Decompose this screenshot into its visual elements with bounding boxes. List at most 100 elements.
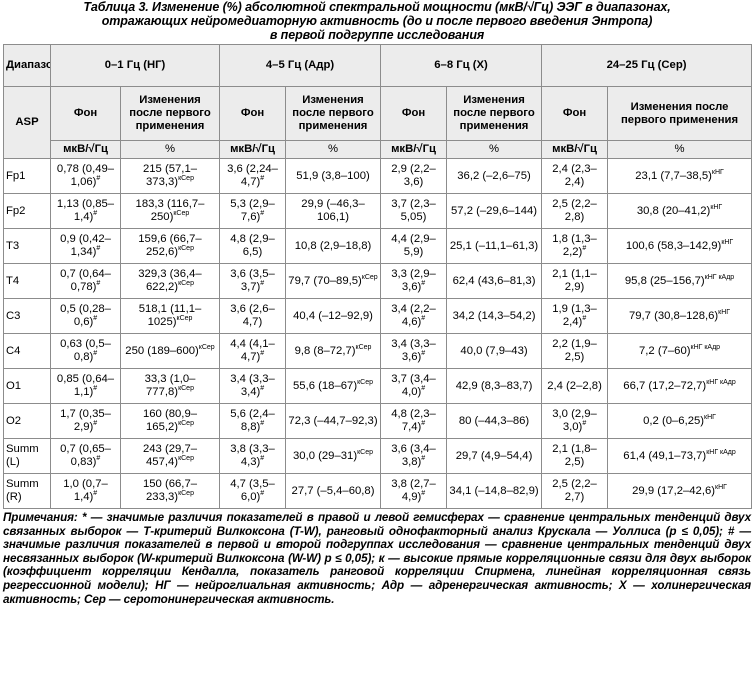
row-asp-label: Fp2 — [3, 193, 51, 229]
cell-value: 3,7 (2,3–5,05) — [391, 198, 436, 223]
data-cell: 3,7 (2,3–5,05) — [380, 193, 448, 229]
cell-value: 215 (57,1–373,3) — [142, 163, 198, 188]
cell-value: 1,8 (1,3–2,2) — [552, 233, 597, 258]
cell-superscript: кСер — [178, 420, 194, 428]
cell-superscript: кСер — [357, 378, 373, 386]
cell-value: 2,4 (2,3–2,4) — [552, 163, 597, 188]
row-asp-label: Summ (R) — [3, 473, 51, 509]
cell-value: 55,6 (18–67) — [293, 379, 358, 392]
data-cell: 3,3 (2,9–3,6)# — [380, 263, 448, 299]
cell-superscript: кНГ кАдр — [690, 343, 721, 351]
row-asp-label: Summ (L) — [3, 438, 51, 474]
cell-superscript: кСер — [178, 175, 194, 183]
header-range: Диапазон — [3, 44, 51, 87]
data-cell: 0,7 (0,65–0,83)# — [50, 438, 121, 474]
cell-value: 2,9 (2,2–3,6) — [391, 163, 436, 188]
data-cell: 518,1 (11,1–1025)кСер — [120, 298, 220, 334]
cell-superscript: кНГ кАдр — [706, 448, 736, 456]
data-cell: 3,4 (3,3–3,4)# — [219, 368, 286, 404]
data-cell: 4,8 (2,3–7,4)# — [380, 403, 448, 439]
cell-value: 40,4 (–12–92,9) — [293, 309, 373, 322]
data-cell: 34,1 (–14,8–82,9) — [446, 473, 543, 509]
table-row: Summ (L) 0,7 (0,65–0,83)# 243 (29,7–457,4)… — [3, 438, 753, 474]
cell-superscript: кСер — [173, 210, 190, 218]
cell-superscript: # — [260, 385, 265, 393]
cell-value: 1,0 (0,7–1,4) — [63, 478, 108, 503]
header-change-0: Изменения после первого применения — [120, 86, 220, 141]
cell-value: 4,4 (2,9–5,9) — [391, 233, 436, 258]
data-cell: 66,7 (17,2–72,7)кНГ кАдр — [607, 368, 753, 404]
cell-value: 2,4 (2–2,8) — [547, 379, 602, 392]
table-row: T3 0,9 (0,42–1,34)# 159,6 (66,7–252,6)кСер… — [3, 228, 753, 264]
cell-superscript: кСер — [178, 280, 194, 288]
data-cell: 0,5 (0,28–0,6)# — [50, 298, 121, 334]
data-cell: 51,9 (3,8–100) — [284, 158, 382, 194]
data-cell: 4,4 (4,1–4,7)# — [219, 333, 286, 369]
cell-value: 95,8 (25–156,7) — [624, 274, 705, 287]
cell-value: 34,2 (14,3–54,2) — [452, 309, 536, 322]
data-cell: 95,8 (25–156,7)кНГ кАдр — [607, 263, 753, 299]
cell-superscript: # — [93, 315, 98, 323]
table-header: Диапазон 0–1 Гц (НГ) 4–5 Гц (Адр) 6–8 Гц… — [3, 44, 753, 159]
cell-value: 150 (66,7–233,3) — [142, 478, 198, 503]
table-row: Summ (R) 1,0 (0,7–1,4)# 150 (66,7–233,3)кС… — [3, 473, 753, 509]
data-cell: 0,85 (0,64–1,1)# — [50, 368, 121, 404]
data-cell: 243 (29,7–457,4)кСер — [120, 438, 220, 474]
data-cell: 3,4 (3,3–3,6)# — [380, 333, 448, 369]
data-cell: 30,0 (29–31)кСер — [284, 438, 382, 474]
cell-superscript: кСер — [361, 273, 378, 281]
cell-superscript: кНГ кАдр — [706, 378, 736, 386]
data-cell: 55,6 (18–67)кСер — [284, 368, 382, 404]
cell-superscript: # — [93, 350, 98, 358]
data-cell: 29,7 (4,9–54,4) — [446, 438, 543, 474]
table-row: O2 1,7 (0,35–2,9)# 160 (80,9–165,2)кСер 5,6… — [3, 403, 753, 439]
cell-value: 0,85 (0,64–1,1) — [56, 373, 115, 398]
cell-superscript: кНГ — [704, 413, 716, 421]
cell-value: 183,3 (116,7–250) — [135, 198, 205, 223]
cell-superscript: кСер — [178, 245, 194, 253]
data-cell: 40,0 (7,9–43) — [446, 333, 543, 369]
table-notes: Примечания: * — значимые различия показа… — [3, 511, 751, 606]
cell-value: 40,0 (7,9–43) — [460, 344, 528, 357]
cell-superscript: # — [421, 420, 426, 428]
cell-superscript: кНГ — [715, 483, 727, 491]
cell-value: 0,2 (0–6,25) — [643, 414, 705, 427]
data-cell: 61,4 (49,1–73,7)кНГ кАдр — [607, 438, 753, 474]
row-asp-label: Fp1 — [3, 158, 51, 194]
data-cell: 34,2 (14,3–54,2) — [446, 298, 543, 334]
header-change-3: Изменения после первого применения — [607, 86, 753, 141]
unit-pct-1: % — [284, 140, 382, 159]
cell-superscript: # — [421, 455, 426, 463]
data-cell: 4,8 (2,9–6,5) — [219, 228, 286, 264]
cell-value: 29,9 (17,2–42,6) — [632, 484, 716, 497]
cell-value: 72,3 (–44,7–92,3) — [288, 414, 378, 427]
data-cell: 2,9 (2,2–3,6) — [380, 158, 448, 194]
cell-superscript: # — [93, 420, 98, 428]
cell-value: 42,9 (8,3–83,7) — [455, 379, 533, 392]
cell-superscript: # — [421, 315, 426, 323]
data-cell: 1,13 (0,85–1,4)# — [50, 193, 121, 229]
table-row: T4 0,7 (0,64–0,78)# 329,3 (36,4–622,2)кСер… — [3, 263, 753, 299]
cell-superscript: # — [260, 175, 265, 183]
data-cell: 27,7 (–5,4–60,8) — [284, 473, 382, 509]
cell-value: 3,6 (3,4–3,8) — [391, 443, 436, 468]
cell-superscript: # — [260, 490, 265, 498]
data-cell: 2,4 (2–2,8) — [541, 368, 609, 404]
cell-superscript: кСер — [355, 343, 372, 351]
header-asp: ASP — [3, 86, 51, 159]
data-cell: 29,9 (17,2–42,6)кНГ — [607, 473, 753, 509]
cell-superscript: # — [421, 490, 426, 498]
data-cell: 5,6 (2,4–8,8)# — [219, 403, 286, 439]
cell-value: 5,6 (2,4–8,8) — [230, 408, 275, 433]
data-cell: 0,9 (0,42–1,34)# — [50, 228, 121, 264]
data-cell: 0,7 (0,64–0,78)# — [50, 263, 121, 299]
data-cell: 25,1 (–11,1–61,3) — [446, 228, 543, 264]
caption-line-2: отражающих нейромедиаторную активность (… — [101, 14, 653, 28]
cell-superscript: кНГ — [710, 203, 723, 211]
cell-value: 160 (80,9–165,2) — [142, 408, 198, 433]
cell-superscript: # — [421, 385, 426, 393]
header-band-2: 6–8 Гц (Х) — [380, 44, 543, 87]
data-cell: 80 (–44,3–86) — [446, 403, 543, 439]
header-change-1: Изменения после первого применения — [284, 86, 382, 141]
cell-value: 3,4 (3,3–3,6) — [391, 338, 436, 363]
